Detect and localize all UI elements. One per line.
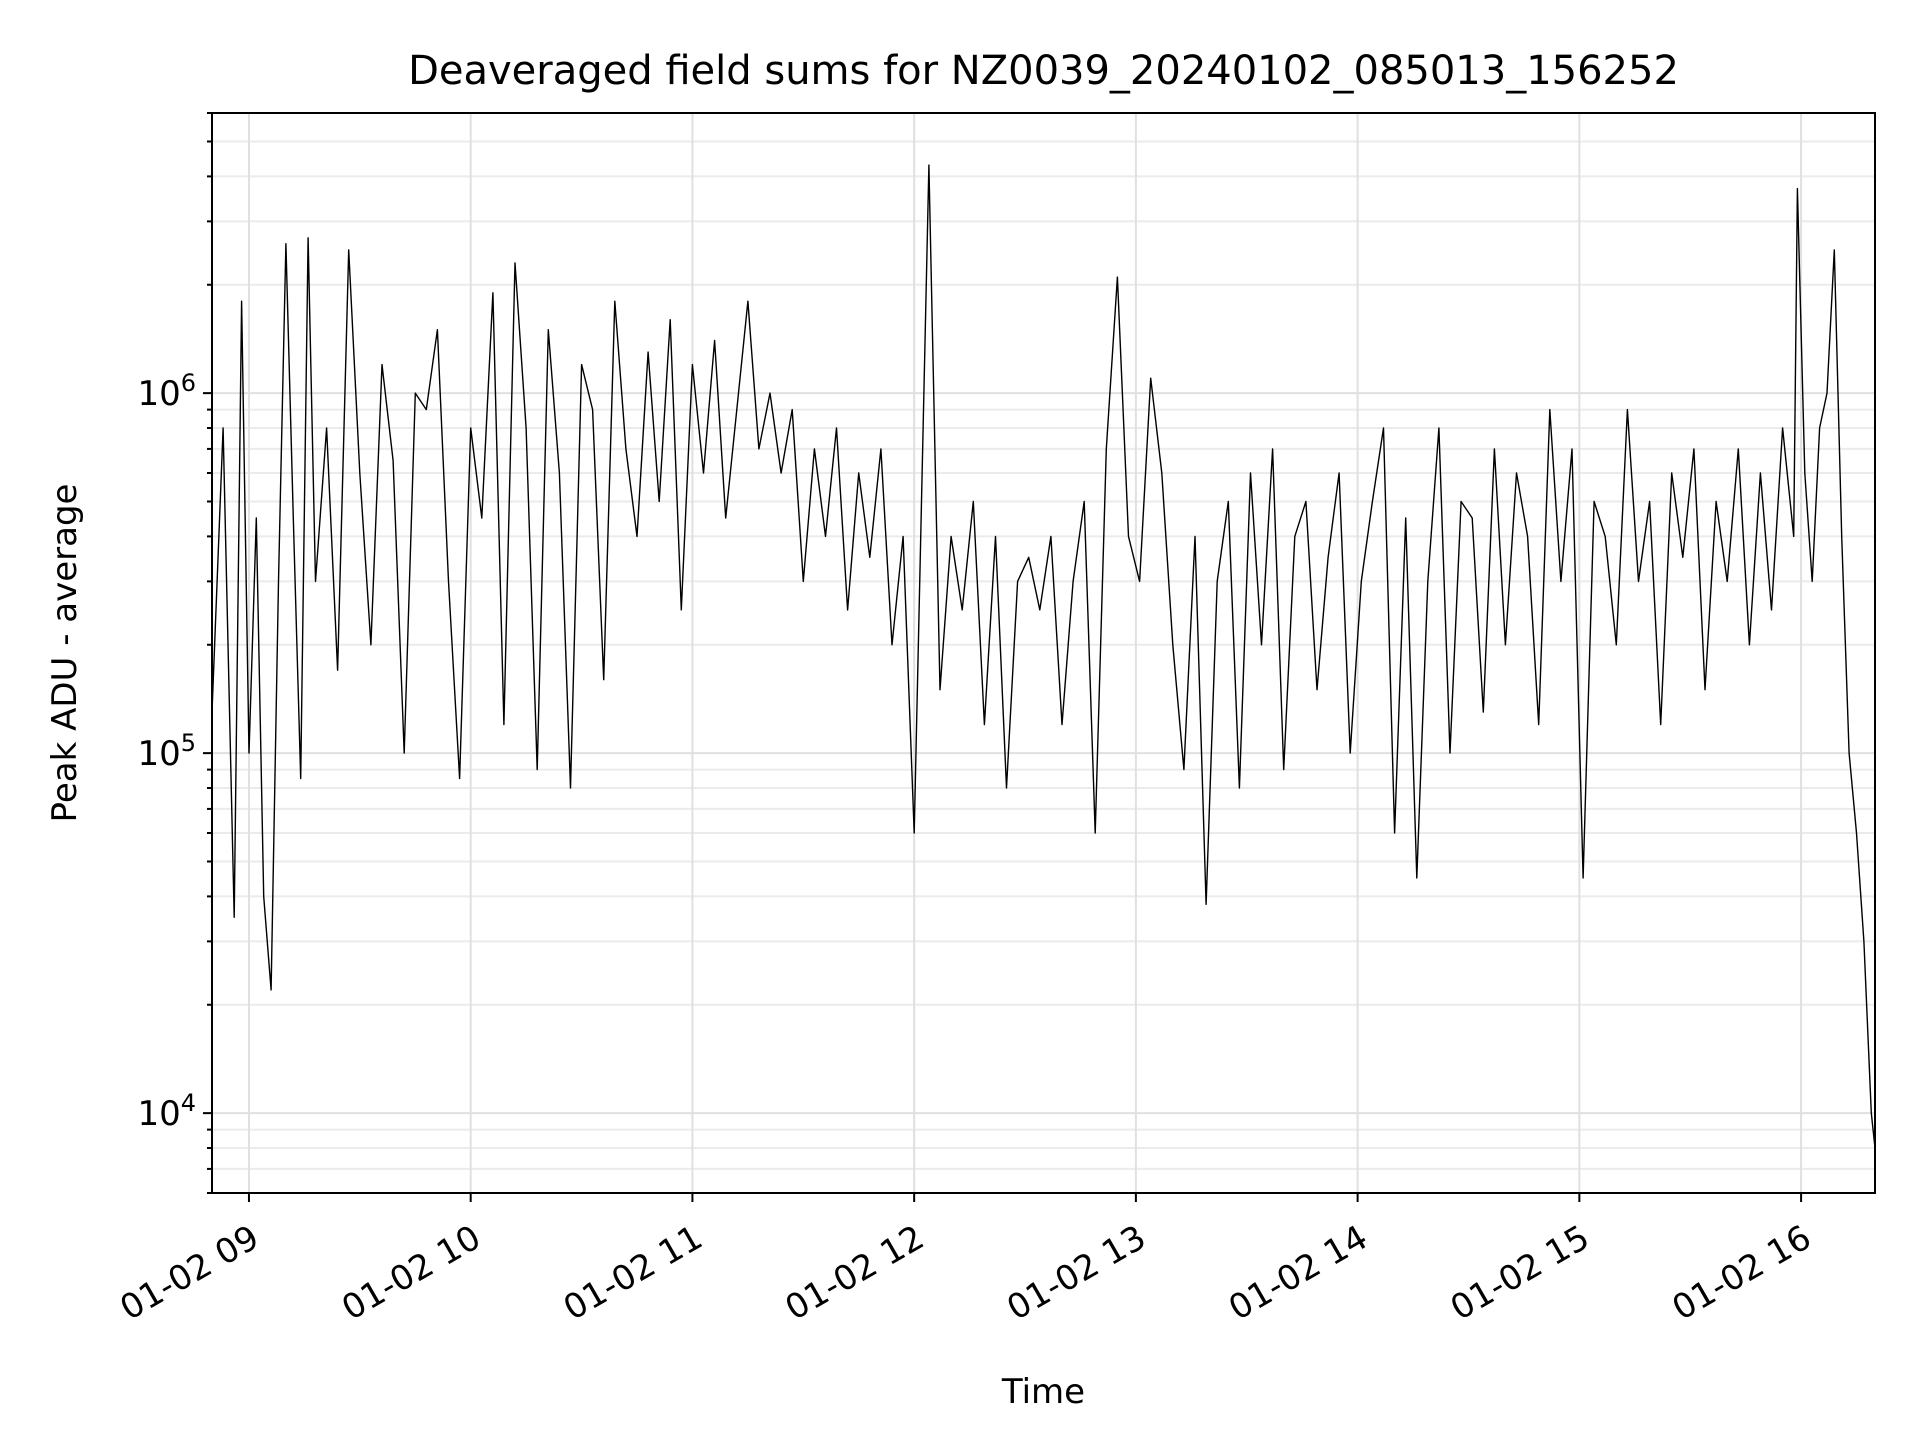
x-tick-label: 01-02 15 (1444, 1218, 1596, 1329)
y-tick-label: 104 (137, 1089, 196, 1134)
plot-area (211, 164, 1876, 1149)
y-tick-base: 10 (137, 734, 180, 774)
x-tick-label: 01-02 10 (335, 1218, 487, 1329)
axes-frame (211, 112, 1876, 1194)
y-tick-exponent: 4 (181, 1089, 196, 1117)
x-axis: 01-02 09 01-02 10 01-02 11 01-02 12 01-02 13… (113, 1193, 1818, 1329)
y-tick-exponent: 6 (181, 369, 196, 397)
grid-layer (212, 112, 1875, 1194)
x-tick-label: 01-02 14 (1222, 1218, 1374, 1329)
x-tick-label: 01-02 11 (557, 1218, 709, 1329)
series-line (211, 164, 1876, 1149)
y-tick-base: 10 (137, 374, 180, 414)
y-tick-exponent: 5 (181, 729, 196, 757)
y-tick-label: 105 (137, 729, 196, 774)
y-tick-base: 10 (137, 1094, 180, 1134)
y-tick-label: 106 (137, 369, 196, 414)
x-tick-label: 01-02 16 (1666, 1218, 1818, 1329)
x-tick-label: 01-02 13 (1000, 1218, 1152, 1329)
x-axis-label: Time (1001, 1372, 1085, 1412)
y-axis-label: Peak ADU - average (45, 484, 85, 823)
x-tick-label: 01-02 12 (779, 1218, 931, 1329)
chart-title: Deaveraged field sums for NZ0039_2024010… (408, 48, 1679, 94)
x-tick-label: 01-02 09 (113, 1218, 265, 1329)
